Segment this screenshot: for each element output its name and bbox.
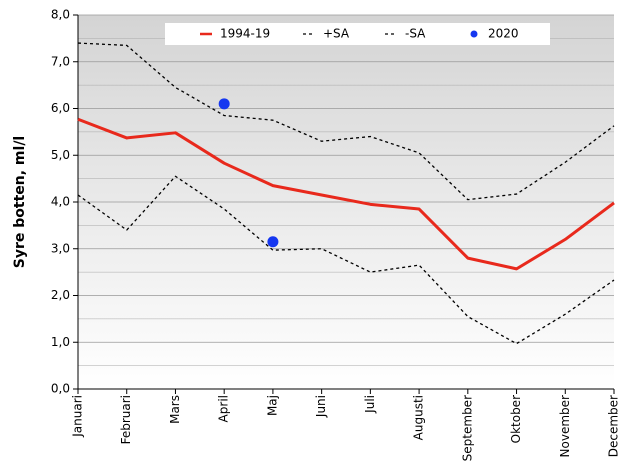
legend-label: 1994-19 bbox=[220, 27, 270, 41]
legend-marker bbox=[470, 30, 478, 38]
y-axis-label: Syre botten, ml/l bbox=[12, 136, 28, 268]
x-tick-label: April bbox=[217, 395, 231, 422]
legend: 1994-19 +SA -SA 2020 bbox=[165, 23, 550, 45]
y-tick-label: 6,0 bbox=[51, 101, 70, 115]
x-tick-label: Juni bbox=[314, 395, 328, 418]
legend-label: +SA bbox=[323, 27, 350, 41]
x-tick-label: September bbox=[460, 395, 474, 461]
y-tick-label: 8,0 bbox=[51, 8, 70, 22]
data-point bbox=[218, 98, 230, 110]
x-tick-label: Augusti bbox=[412, 395, 426, 440]
y-tick-label: 4,0 bbox=[51, 195, 70, 209]
x-tick-label: Juli bbox=[363, 395, 377, 414]
y-tick-label: 3,0 bbox=[51, 241, 70, 255]
x-tick-label: Oktober bbox=[509, 395, 523, 443]
y-tick-label: 7,0 bbox=[51, 54, 70, 68]
data-point bbox=[267, 236, 279, 248]
y-tick-label: 2,0 bbox=[51, 288, 70, 302]
legend-label: 2020 bbox=[488, 27, 519, 41]
x-tick-label: November bbox=[558, 395, 572, 457]
legend-label: -SA bbox=[405, 27, 426, 41]
x-tick-label: December bbox=[607, 395, 621, 457]
series-line bbox=[77, 175, 615, 345]
x-tick-label: Mars bbox=[168, 395, 182, 424]
series-line bbox=[77, 117, 615, 271]
y-tick-label: 1,0 bbox=[51, 335, 70, 349]
x-tick-label: Februari bbox=[119, 395, 133, 444]
legend-box bbox=[165, 23, 550, 45]
series-line bbox=[77, 42, 615, 201]
y-tick-label: 5,0 bbox=[51, 148, 70, 162]
y-tick-label: 0,0 bbox=[51, 382, 70, 396]
x-tick-label: Januari bbox=[71, 395, 85, 438]
x-tick-label: Maj bbox=[265, 395, 279, 416]
